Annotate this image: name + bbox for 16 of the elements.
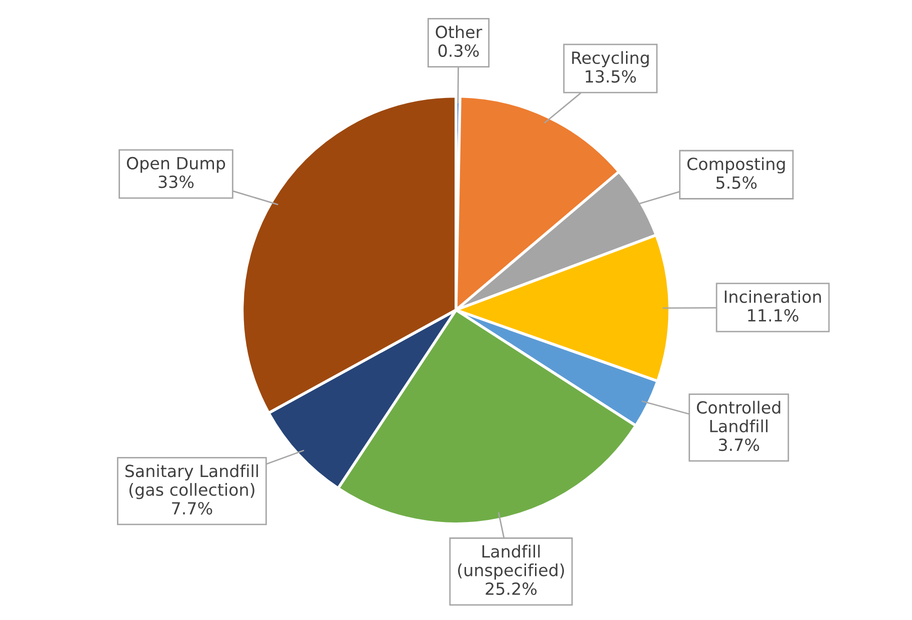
slice-label: Recycling [572, 51, 649, 68]
data-label: 11.1% [748, 309, 798, 322]
slice-label: Controlled Landfill [696, 400, 780, 432]
data-label: 5.5% [716, 176, 757, 189]
data-label: 7.7% [172, 502, 212, 515]
slice-label: Other [436, 25, 482, 38]
data-label: 0.3% [438, 44, 479, 57]
slice-label: Composting [687, 157, 785, 174]
data-label: 13.5% [586, 70, 636, 83]
data-label: 33% [158, 176, 194, 188]
slice-label: Incineration [724, 290, 821, 303]
slice-label: Sanitary Landfill (gas collection) [125, 464, 258, 500]
data-label: 25.2% [486, 582, 537, 596]
slice-label: Open Dump [126, 156, 226, 173]
slice-label: Landfill (unspecified) [458, 544, 564, 580]
data-label: 3.7% [718, 438, 760, 452]
